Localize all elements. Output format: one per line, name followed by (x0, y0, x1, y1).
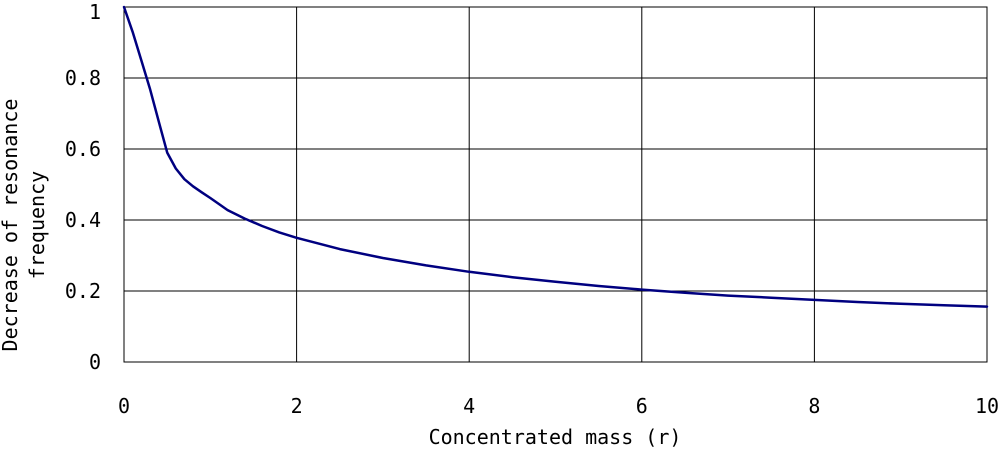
x-tick-label: 6 (636, 394, 648, 418)
x-axis-ticks: 0 2 4 6 8 10 (118, 394, 999, 418)
y-tick-label: 0.4 (65, 208, 101, 232)
plot-frame (123, 6, 988, 363)
y-tick-label: 1 (89, 0, 101, 24)
y-tick-label: 0 (89, 350, 101, 374)
y-tick-label: 0.8 (65, 66, 101, 90)
x-tick-label: 2 (291, 394, 303, 418)
grid (124, 7, 987, 362)
y-tick-label: 0.2 (65, 279, 101, 303)
series-layer (122, 5, 989, 308)
series-line-1 (122, 5, 989, 308)
x-tick-label: 0 (118, 394, 130, 418)
x-tick-label: 8 (808, 394, 820, 418)
x-tick-label: 4 (463, 394, 475, 418)
x-axis-label: Concentrated mass (r) (429, 425, 682, 449)
y-axis-label-line-2: frequency (25, 171, 49, 279)
y-axis-label: Decrease of resonance frequency (0, 99, 49, 352)
y-axis-ticks: 0 0.2 0.4 0.6 0.8 1 (65, 0, 101, 374)
y-tick-label: 0.6 (65, 137, 101, 161)
y-axis-label-line-1: Decrease of resonance (0, 99, 22, 352)
x-tick-label: 10 (975, 394, 999, 418)
